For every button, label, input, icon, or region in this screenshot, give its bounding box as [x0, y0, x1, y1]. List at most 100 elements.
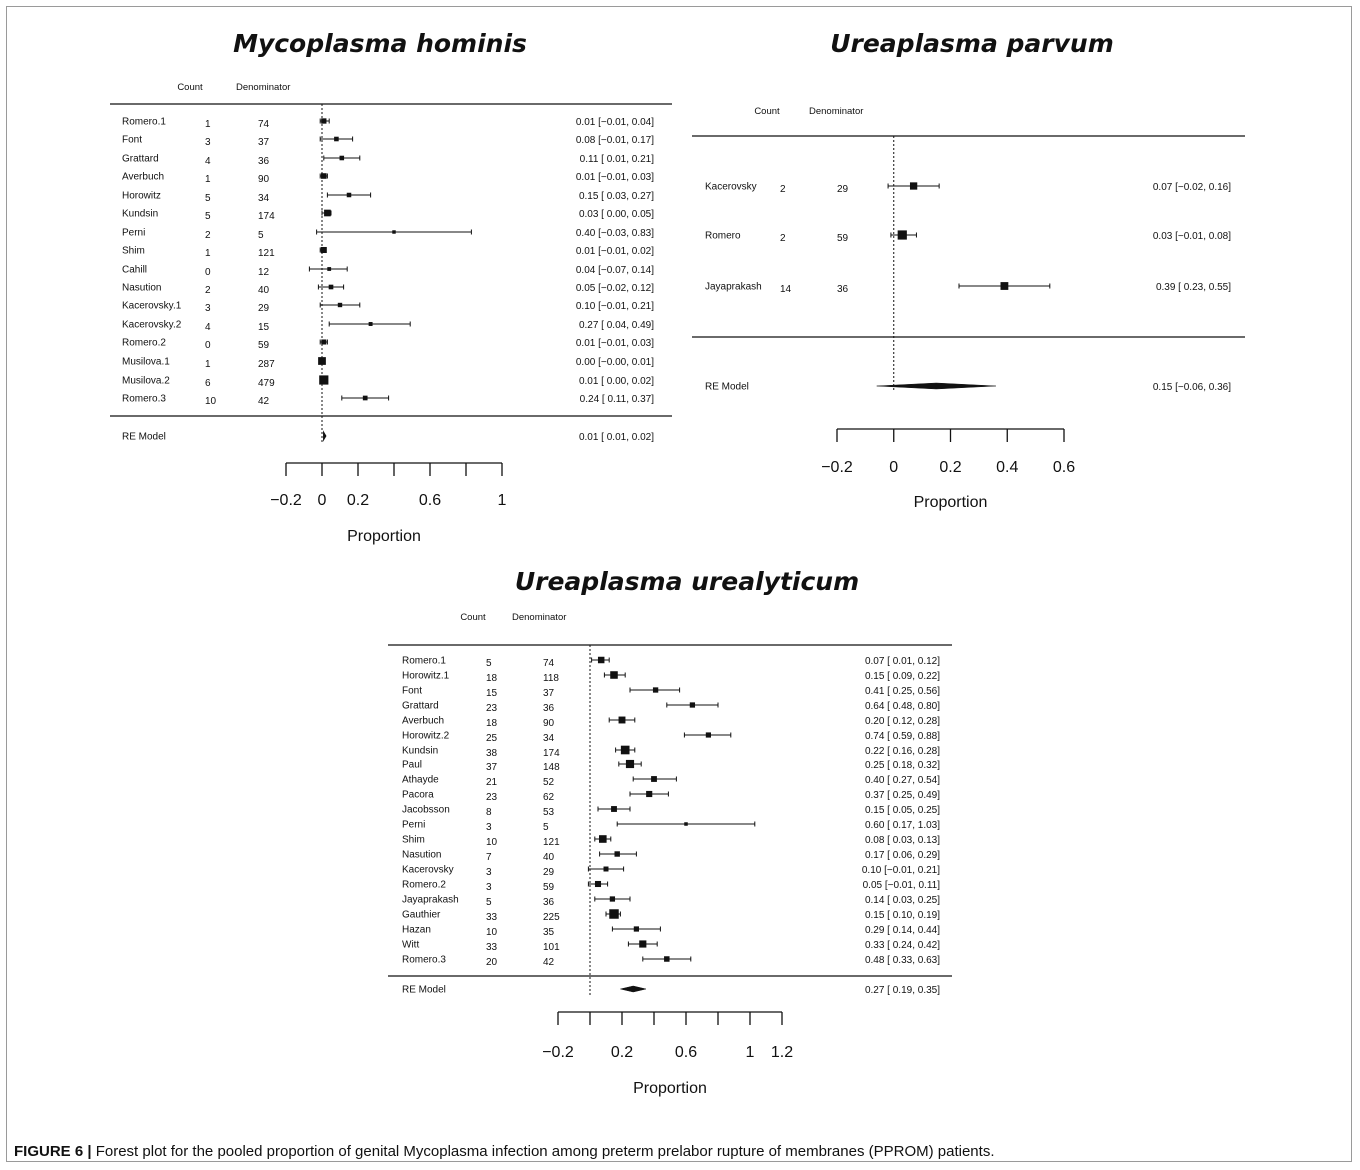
up-study-estimate-label: 0.39 [ 0.23, 0.55] [1156, 282, 1231, 293]
mh-study-name: Horowitz [122, 191, 161, 202]
uu-point-estimate [620, 745, 630, 755]
uu-point-estimate [689, 702, 696, 708]
mh-point-estimate [346, 192, 352, 198]
mh-study-count: 3 [205, 137, 211, 148]
uu-study-estimate-label: 0.22 [ 0.16, 0.28] [865, 746, 940, 757]
uu-point-estimate [610, 671, 618, 679]
mh-point-estimate [327, 267, 332, 271]
mh-study-denominator: 90 [258, 174, 270, 185]
uu-x-tick-label: 1.2 [771, 1044, 793, 1061]
mh-study-estimate-label: 0.00 [−0.00, 0.01] [576, 357, 654, 368]
uu-study-estimate-label: 0.33 [ 0.24, 0.42] [865, 940, 940, 951]
mh-study-name: Averbuch [122, 172, 164, 183]
uu-header-denominator: Denominator [512, 612, 566, 623]
mh-study-name: Romero.1 [122, 117, 166, 128]
mh-study-count: 0 [205, 267, 211, 278]
uu-study-estimate-label: 0.17 [ 0.06, 0.29] [865, 850, 940, 861]
mh-study-estimate-label: 0.15 [ 0.03, 0.27] [579, 191, 654, 202]
mh-title: Mycoplasma hominis [233, 29, 527, 58]
up-title: Ureaplasma parvum [830, 29, 1114, 58]
mh-study-denominator: 479 [258, 378, 275, 389]
uu-study-count: 23 [486, 792, 498, 803]
mh-study-estimate-label: 0.01 [ 0.00, 0.02] [579, 376, 654, 387]
mh-study-count: 4 [205, 322, 211, 333]
mh-study-name: Romero.2 [122, 338, 166, 349]
mh-header-denominator: Denominator [236, 82, 290, 93]
uu-study-denominator: 118 [543, 673, 559, 684]
uu-summary-name: RE Model [402, 985, 446, 996]
uu-x-tick-label: 0.2 [611, 1044, 633, 1061]
uu-study-estimate-label: 0.15 [ 0.10, 0.19] [865, 910, 940, 921]
uu-study-estimate-label: 0.40 [ 0.27, 0.54] [865, 775, 940, 786]
uu-study-name: Gauthier [402, 910, 441, 921]
mh-study-count: 5 [205, 211, 211, 222]
uu-study-name: Romero.1 [402, 656, 446, 667]
mh-study-name: Kacerovsky.1 [122, 301, 182, 312]
mh-study-estimate-label: 0.10 [−0.01, 0.21] [576, 301, 654, 312]
up-study-name: Jayaprakash [705, 282, 762, 293]
uu-study-name: Horowitz.2 [402, 731, 450, 742]
uu-point-estimate [618, 716, 626, 724]
uu-study-name: Paul [402, 760, 422, 771]
uu-study-name: Perni [402, 820, 425, 831]
uu-x-tick-label: 1 [746, 1044, 755, 1061]
uu-study-name: Hazan [402, 925, 431, 936]
mh-study-denominator: 37 [258, 137, 270, 148]
uu-study-estimate-label: 0.15 [ 0.09, 0.22] [865, 671, 940, 682]
mh-study-name: Kundsin [122, 209, 158, 220]
figure-frame [6, 6, 1352, 1162]
mh-study-denominator: 121 [258, 248, 275, 259]
up-x-axis-label: Proportion [914, 494, 988, 511]
mh-study-count: 1 [205, 119, 211, 130]
uu-study-count: 20 [486, 957, 498, 968]
uu-study-count: 10 [486, 837, 498, 848]
uu-point-estimate [664, 956, 670, 962]
uu-point-estimate [646, 790, 653, 798]
uu-study-denominator: 225 [543, 912, 560, 923]
mh-study-denominator: 59 [258, 340, 270, 351]
mh-header-count: Count [177, 82, 203, 93]
mh-point-estimate [324, 209, 331, 217]
uu-study-estimate-label: 0.10 [−0.01, 0.21] [862, 865, 940, 876]
uu-study-denominator: 37 [543, 688, 555, 699]
mh-summary-diamond [323, 430, 327, 442]
uu-study-count: 18 [486, 673, 498, 684]
mh-study-name: Grattard [122, 154, 159, 165]
mh-study-estimate-label: 0.05 [−0.02, 0.12] [576, 283, 654, 294]
up-study-estimate-label: 0.03 [−0.01, 0.08] [1153, 231, 1231, 242]
up-study-count: 2 [780, 184, 786, 195]
mh-study-count: 1 [205, 174, 211, 185]
mh-study-name: Romero.3 [122, 394, 166, 405]
uu-study-count: 3 [486, 822, 492, 833]
mh-study-estimate-label: 0.01 [−0.01, 0.03] [576, 338, 654, 349]
uu-study-denominator: 5 [543, 822, 549, 833]
up-point-estimate [909, 182, 918, 190]
uu-point-estimate [597, 656, 605, 664]
uu-study-count: 10 [486, 927, 498, 938]
mh-study-name: Musilova.1 [122, 357, 170, 368]
mh-study-denominator: 29 [258, 303, 270, 314]
uu-study-estimate-label: 0.25 [ 0.18, 0.32] [865, 760, 940, 771]
uu-study-name: Athayde [402, 775, 439, 786]
uu-study-estimate-label: 0.74 [ 0.59, 0.88] [865, 731, 940, 742]
uu-study-estimate-label: 0.07 [ 0.01, 0.12] [865, 656, 940, 667]
uu-study-denominator: 121 [543, 837, 560, 848]
uu-study-count: 7 [486, 852, 492, 863]
uu-study-estimate-label: 0.41 [ 0.25, 0.56] [865, 686, 940, 697]
mh-study-estimate-label: 0.27 [ 0.04, 0.49] [579, 320, 654, 331]
mh-study-count: 2 [205, 230, 211, 241]
up-study-estimate-label: 0.07 [−0.02, 0.16] [1153, 182, 1231, 193]
mh-study-denominator: 34 [258, 193, 270, 204]
up-study-name: Romero [705, 231, 741, 242]
up-summary-estimate-label: 0.15 [−0.06, 0.36] [1153, 382, 1231, 393]
uu-point-estimate [614, 851, 620, 857]
uu-study-estimate-label: 0.20 [ 0.12, 0.28] [865, 716, 940, 727]
mh-study-denominator: 15 [258, 322, 270, 333]
mh-point-estimate [337, 302, 343, 308]
up-point-estimate [1000, 282, 1009, 290]
mh-summary-name: RE Model [122, 432, 166, 443]
uu-study-count: 15 [486, 688, 498, 699]
caption-label: FIGURE 6 | [14, 1143, 92, 1160]
mh-study-name: Cahill [122, 265, 147, 276]
uu-study-count: 21 [486, 777, 498, 788]
